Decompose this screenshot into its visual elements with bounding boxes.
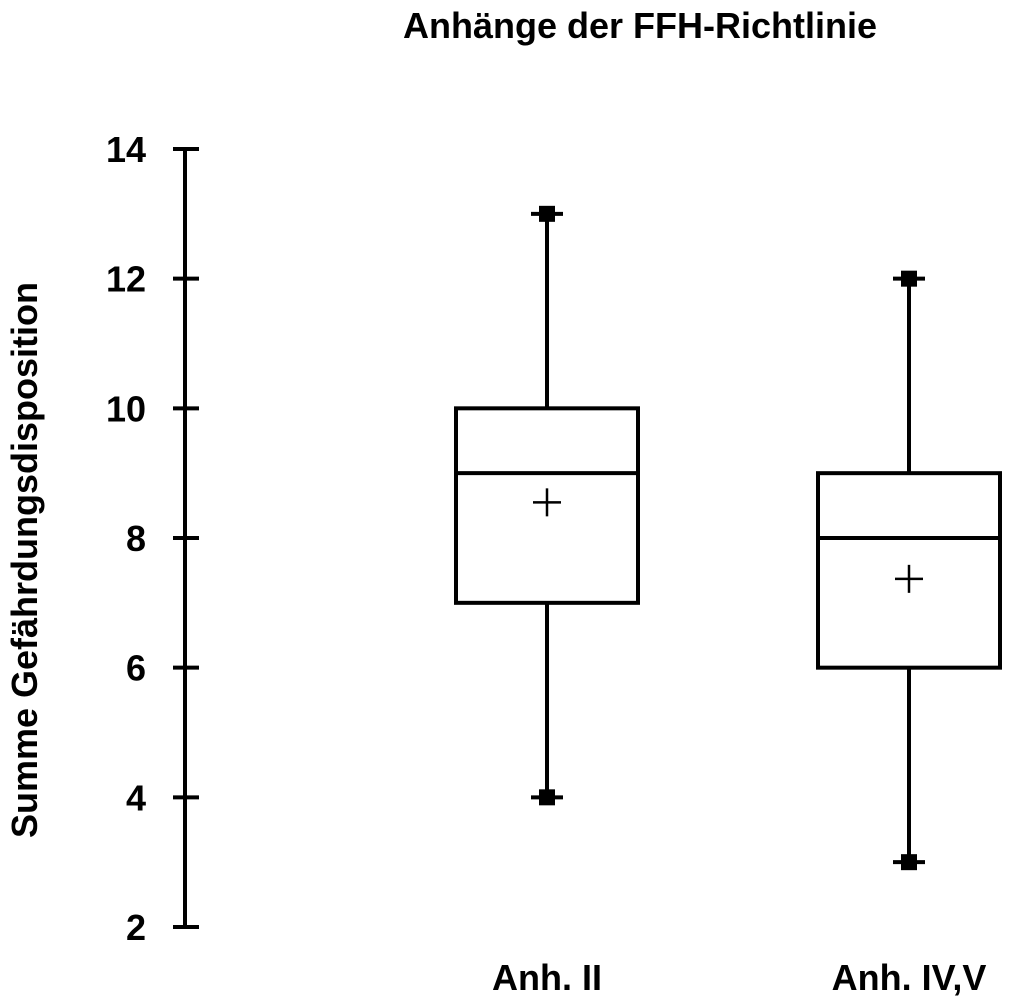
- x-category-label: Anh. II: [492, 957, 602, 998]
- y-axis-ticks: 2 4 6 8 10 12 14: [106, 129, 199, 948]
- box-series: [454, 205, 1002, 871]
- min-marker: [901, 854, 917, 871]
- x-axis-labels: Anh. II Anh. IV,V: [492, 957, 986, 998]
- y-tick-label: 12: [106, 259, 146, 300]
- y-tick-label: 14: [106, 129, 146, 170]
- box-group: [816, 270, 1002, 871]
- min-marker: [539, 789, 555, 806]
- chart-title: Anhänge der FFH-Richtlinie: [403, 5, 877, 46]
- x-category-label: Anh. IV,V: [832, 957, 987, 998]
- box-group: [454, 205, 640, 806]
- max-marker: [539, 205, 555, 222]
- y-tick-label: 6: [126, 648, 146, 689]
- max-marker: [901, 270, 917, 287]
- y-tick-label: 10: [106, 388, 146, 429]
- y-axis-label: Summe Gefährdungsdisposition: [4, 282, 45, 838]
- y-tick-label: 8: [126, 518, 146, 559]
- y-tick-label: 2: [126, 907, 146, 948]
- y-tick-label: 4: [126, 777, 146, 818]
